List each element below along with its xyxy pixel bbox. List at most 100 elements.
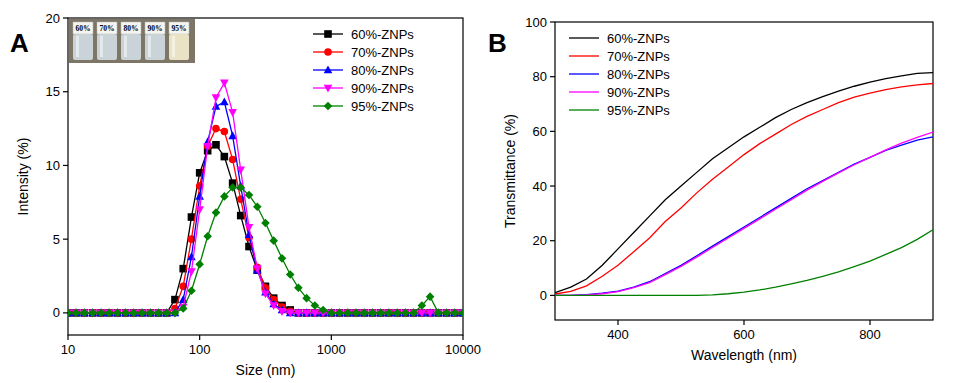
data-point <box>129 308 138 316</box>
vial-cap <box>169 22 189 34</box>
data-point <box>72 309 81 318</box>
legend: 60%-ZNPs70%-ZNPs80%-ZNPs90%-ZNPs95%-ZNPs <box>313 27 414 114</box>
vial-label: 95% <box>172 24 187 33</box>
x-axis-title: Size (nm) <box>236 362 296 378</box>
legend-label: 70%-ZNPs <box>351 45 414 60</box>
data-point <box>385 310 394 318</box>
data-point <box>72 310 81 318</box>
y-tick <box>63 165 68 166</box>
y-tick <box>550 185 555 186</box>
data-point <box>129 309 138 318</box>
vial-label: 70% <box>100 24 115 33</box>
data-point <box>171 309 180 318</box>
data-point <box>328 309 336 317</box>
series <box>68 141 463 317</box>
data-point <box>163 309 171 317</box>
data-point <box>138 308 147 316</box>
vial-cap <box>121 22 141 34</box>
data-point <box>401 310 410 318</box>
data-point <box>360 309 368 317</box>
legend-line <box>569 37 599 38</box>
y-tick-label: 40 <box>533 179 547 194</box>
data-point <box>88 310 97 318</box>
data-point <box>311 301 320 310</box>
data-point <box>368 309 377 318</box>
legend-line <box>569 73 599 74</box>
series-line <box>555 137 933 296</box>
data-point <box>435 309 443 317</box>
data-point <box>393 309 401 317</box>
data-point <box>360 310 369 318</box>
panel: A1010010001000005101520Size (nm)Intensit… <box>10 11 481 379</box>
data-point <box>203 143 212 151</box>
y-axis-title: Transmittance (%) <box>502 114 518 228</box>
data-point <box>129 310 138 318</box>
data-point <box>68 310 72 318</box>
data-point <box>253 266 262 274</box>
legend-label: 80%-ZNPs <box>607 67 670 82</box>
figure: A1010010001000005101520Size (nm)Intensit… <box>0 0 955 383</box>
y-tick-label: 5 <box>53 232 60 247</box>
data-point <box>434 309 443 318</box>
series-line <box>555 73 933 293</box>
data-point <box>401 309 410 318</box>
x-tick <box>617 320 618 325</box>
data-point <box>344 308 353 316</box>
data-point <box>434 310 443 318</box>
data-point <box>328 309 336 317</box>
x-tick <box>331 335 332 340</box>
data-point <box>89 309 97 317</box>
data-point <box>146 310 155 318</box>
data-point <box>122 309 130 317</box>
panel-letter: B <box>488 28 507 58</box>
data-point <box>442 310 451 318</box>
vial-cap <box>97 22 117 34</box>
legend-label: 95%-ZNPs <box>607 103 670 118</box>
series <box>555 137 933 296</box>
data-point <box>171 308 180 316</box>
data-point <box>89 309 97 317</box>
data-point <box>393 309 401 317</box>
data-point <box>360 309 368 317</box>
legend-marker <box>324 30 332 38</box>
series <box>68 183 463 317</box>
data-point <box>327 308 336 316</box>
data-point <box>369 309 377 317</box>
data-point <box>426 292 435 301</box>
data-point <box>163 309 171 317</box>
data-point <box>138 309 147 318</box>
y-tick-label: 10 <box>46 158 60 173</box>
data-point <box>377 309 385 317</box>
y-tick <box>550 131 555 132</box>
data-point <box>352 309 360 317</box>
x-tick-label: 800 <box>859 327 881 342</box>
data-point <box>221 128 229 136</box>
data-point <box>393 309 402 318</box>
data-point <box>236 167 245 175</box>
series-line <box>68 188 463 313</box>
vial-cap <box>145 22 165 34</box>
data-point <box>187 286 196 295</box>
y-tick-label: 60 <box>533 124 547 139</box>
vial-body <box>145 34 165 60</box>
y-axis-title: Intensity (%) <box>15 138 31 216</box>
data-point <box>105 308 114 316</box>
data-point <box>81 309 89 317</box>
x-tick-label: 10000 <box>445 342 481 357</box>
data-point <box>377 309 385 317</box>
x-tick <box>67 335 68 340</box>
data-point <box>335 309 344 318</box>
legend-line <box>569 109 599 110</box>
data-point <box>195 192 204 200</box>
data-point <box>302 310 311 318</box>
y-tick-label: 20 <box>533 233 547 248</box>
data-point <box>154 309 163 318</box>
data-point <box>179 304 188 313</box>
x-tick-label: 10 <box>61 342 75 357</box>
data-point <box>147 309 155 317</box>
data-point <box>360 309 369 318</box>
data-point <box>369 309 377 317</box>
x-tick-label: 1000 <box>317 342 346 357</box>
data-point <box>302 294 311 303</box>
vial-glare <box>76 36 79 57</box>
